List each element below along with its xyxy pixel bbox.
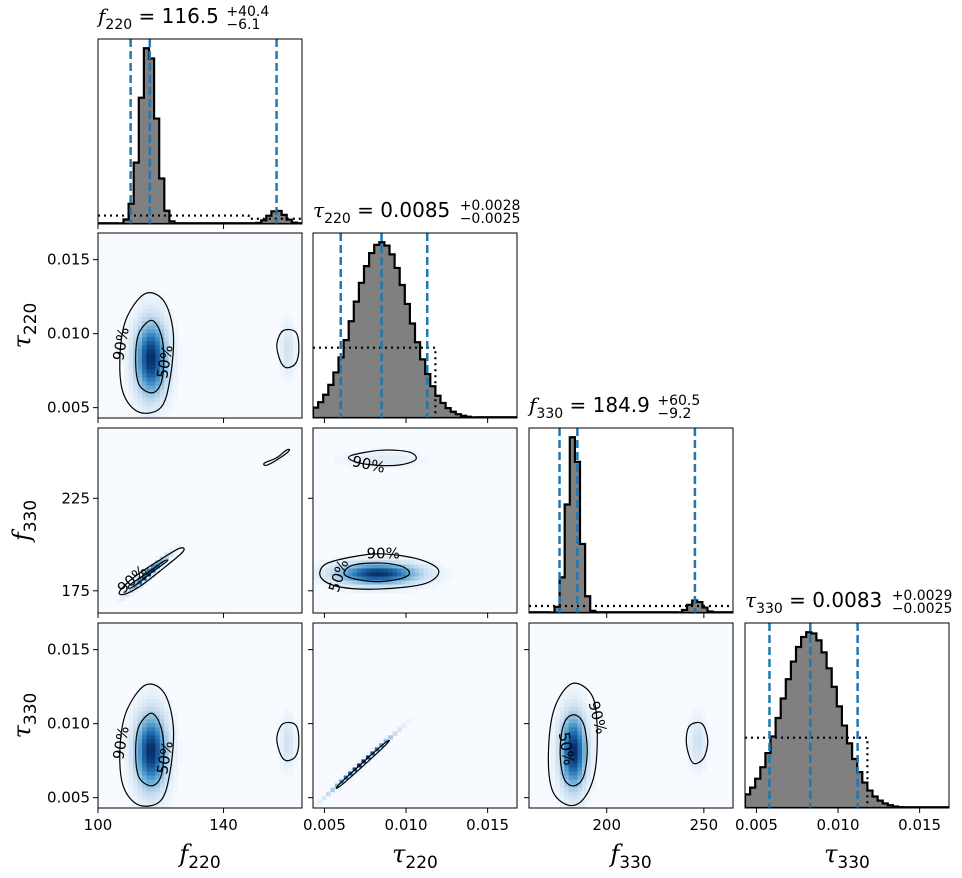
panel-frame bbox=[97, 38, 303, 225]
y-axis-label-f330: f330 bbox=[8, 500, 41, 543]
hist-panel-tau220: τ220 = 0.0085 +0.0028−0.0025 bbox=[312, 198, 521, 419]
panel-frame bbox=[312, 622, 518, 809]
joint-panel-tau220-f330: 90%50%90% bbox=[312, 427, 518, 614]
panel-frame bbox=[528, 622, 734, 809]
y-tick-label-tau330: 0.010 bbox=[47, 715, 90, 733]
contour-line-2 bbox=[685, 721, 709, 765]
x-tick-label-f330: 200 bbox=[592, 816, 621, 834]
joint-panel-f220-f330: 90% bbox=[97, 427, 303, 614]
y-tick-label-tau220: 0.015 bbox=[47, 251, 90, 269]
hist-bars-tau220 bbox=[313, 241, 517, 418]
contour-label-1: 50% bbox=[153, 740, 177, 776]
hist-title-plus-f330: +60.5 bbox=[657, 393, 700, 409]
x-axis-label-tau330: τ330 bbox=[824, 840, 870, 873]
contour-90pct-0 bbox=[118, 547, 185, 596]
x-axis-label-f330: f330 bbox=[608, 840, 651, 873]
contour-line-0 bbox=[335, 739, 390, 789]
hist-title-tau330: τ330 = 0.0083 bbox=[745, 588, 882, 617]
x-tick-label-tau330: 0.015 bbox=[898, 816, 941, 834]
prior-line-f220 bbox=[98, 214, 302, 220]
contour-90pct-0 bbox=[119, 683, 175, 807]
hist-title-minus-tau330: −0.0025 bbox=[892, 601, 953, 617]
x-tick-label-tau220: 0.015 bbox=[466, 816, 509, 834]
y-tick-label-tau330: 0.005 bbox=[47, 789, 90, 807]
x-tick-label-tau220: 0.005 bbox=[303, 816, 346, 834]
x-tick-label-f330: 250 bbox=[690, 816, 719, 834]
hist-bars-tau330 bbox=[745, 631, 949, 808]
x-tick-label-f220: 140 bbox=[209, 816, 238, 834]
contour-50pct-1 bbox=[127, 559, 169, 589]
contour-label-0: 90% bbox=[109, 725, 133, 761]
hist-title-f220: f220 = 116.5 bbox=[96, 4, 219, 33]
panel-frame bbox=[97, 232, 303, 419]
contour-90pct-0 bbox=[119, 292, 175, 414]
y-tick-label-f330: 225 bbox=[61, 489, 90, 507]
contour-90pct-0 bbox=[319, 553, 440, 590]
contour-label-0: 90% bbox=[109, 326, 133, 362]
contour-90pct-0 bbox=[547, 682, 598, 807]
x-tick-label-tau330: 0.010 bbox=[817, 816, 860, 834]
hist-panel-tau330: τ330 = 0.0083 +0.0029−0.0025 bbox=[744, 588, 953, 809]
hist-title-plus-tau330: +0.0029 bbox=[892, 588, 953, 604]
hist-title-minus-tau220: −0.0025 bbox=[460, 211, 521, 227]
y-tick-label-tau220: 0.005 bbox=[47, 399, 90, 417]
contour-50pct-1 bbox=[135, 712, 165, 787]
joint-panel-tau220-tau330 bbox=[312, 622, 518, 809]
hist-title-minus-f220: −6.1 bbox=[226, 17, 260, 33]
hist-title-f330: f330 = 184.9 bbox=[527, 393, 650, 422]
contour-label-1: 50% bbox=[555, 731, 579, 767]
density-map bbox=[119, 289, 298, 418]
contour-90pct-2 bbox=[347, 449, 417, 467]
panel-frame bbox=[312, 427, 518, 614]
panel-frame bbox=[312, 232, 518, 419]
panel-frame bbox=[744, 622, 950, 809]
hist-title-plus-f220: +40.4 bbox=[226, 4, 269, 20]
x-tick-label-f220: 100 bbox=[84, 816, 113, 834]
panel-frame bbox=[97, 427, 303, 614]
hist-title-minus-f330: −9.2 bbox=[657, 406, 691, 422]
panel-frame bbox=[97, 622, 303, 809]
hist-title-tau220: τ220 = 0.0085 bbox=[313, 198, 450, 227]
contour-line-2 bbox=[276, 721, 300, 762]
joint-panel-f330-tau330: 90%50% bbox=[528, 622, 734, 809]
hist-bars-f220 bbox=[98, 47, 302, 224]
y-tick-label-f330: 175 bbox=[61, 582, 90, 600]
contour-label-0: 90% bbox=[367, 544, 400, 562]
contour-50pct-1 bbox=[559, 714, 588, 787]
hist-panel-f330: f330 = 184.9 +60.5−9.2 bbox=[527, 393, 734, 614]
contour-label-1: 50% bbox=[153, 344, 177, 380]
prior-line-tau330 bbox=[745, 736, 949, 808]
y-axis-label-tau330: τ330 bbox=[8, 693, 41, 739]
contour-line-2 bbox=[263, 448, 291, 467]
contour-line-2 bbox=[276, 328, 300, 369]
x-axis-label-tau220: τ220 bbox=[392, 840, 438, 873]
hist-title-plus-tau220: +0.0028 bbox=[460, 198, 521, 214]
joint-panel-f220-tau220: 90% 50% bbox=[97, 232, 303, 419]
joint-panel-f220-tau330: 90% 50% bbox=[97, 622, 303, 809]
contour-50pct-1 bbox=[343, 562, 411, 583]
y-tick-label-tau220: 0.010 bbox=[47, 325, 90, 343]
x-tick-label-tau220: 0.010 bbox=[385, 816, 428, 834]
y-tick-label-tau330: 0.015 bbox=[47, 641, 90, 659]
x-axis-label-f220: f220 bbox=[177, 840, 220, 873]
prior-line-tau220 bbox=[313, 346, 517, 418]
hist-panel-f220: f220 = 116.5 +40.4−6.1 bbox=[96, 4, 303, 225]
x-tick-label-tau330: 0.005 bbox=[735, 816, 778, 834]
panel-frame bbox=[528, 427, 734, 614]
contour-50pct-1 bbox=[135, 319, 165, 394]
y-axis-label-tau220: τ220 bbox=[8, 303, 41, 349]
density-map bbox=[313, 447, 456, 594]
